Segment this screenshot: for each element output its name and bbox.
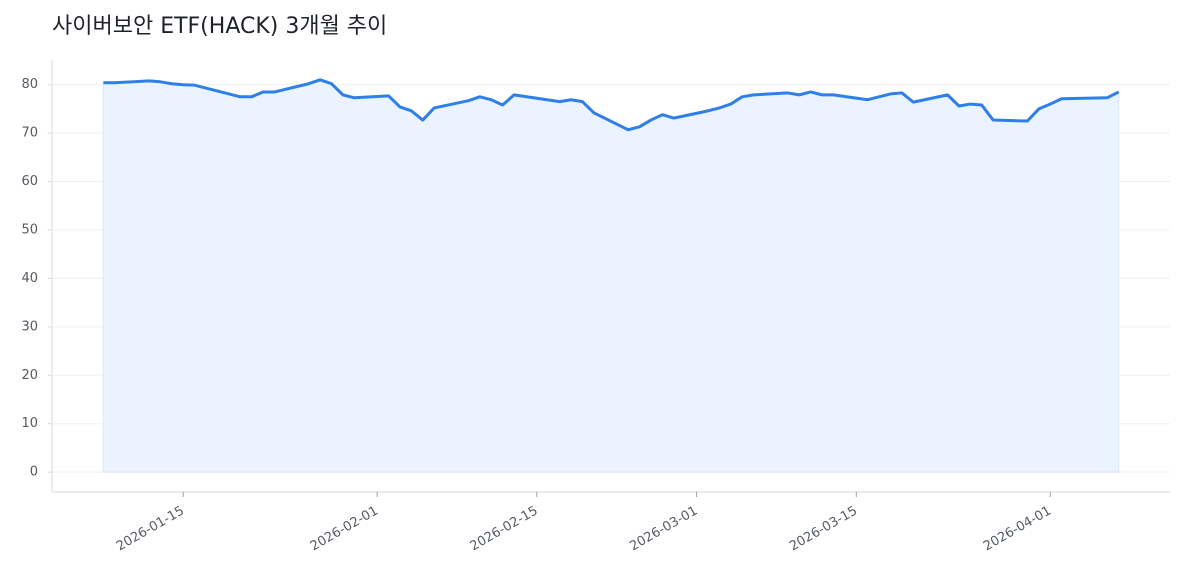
y-tick-label: 60 bbox=[21, 174, 38, 189]
x-tick-label: 2026-02-15 bbox=[468, 504, 541, 555]
x-tick-label: 2026-04-01 bbox=[981, 504, 1054, 555]
y-tick-label: 0 bbox=[30, 465, 38, 480]
chart-title: 사이버보안 ETF(HACK) 3개월 추이 bbox=[52, 14, 387, 39]
y-tick-label: 70 bbox=[21, 126, 38, 141]
line bbox=[103, 78, 1120, 132]
x-tick-label: 2026-03-15 bbox=[787, 504, 860, 555]
x-tick-label: 2026-01-15 bbox=[114, 504, 187, 555]
y-tick-label: 80 bbox=[21, 77, 38, 92]
x-tick-label: 2026-03-01 bbox=[627, 504, 700, 555]
x-tick-label: 2026-02-01 bbox=[308, 504, 381, 555]
y-tick-label: 30 bbox=[21, 319, 38, 334]
y-tick-label: 40 bbox=[21, 271, 38, 286]
area bbox=[102, 79, 1120, 473]
y-tick-label: 20 bbox=[21, 368, 38, 383]
y-tick-label: 50 bbox=[21, 222, 38, 237]
y-tick-label: 10 bbox=[21, 416, 38, 431]
